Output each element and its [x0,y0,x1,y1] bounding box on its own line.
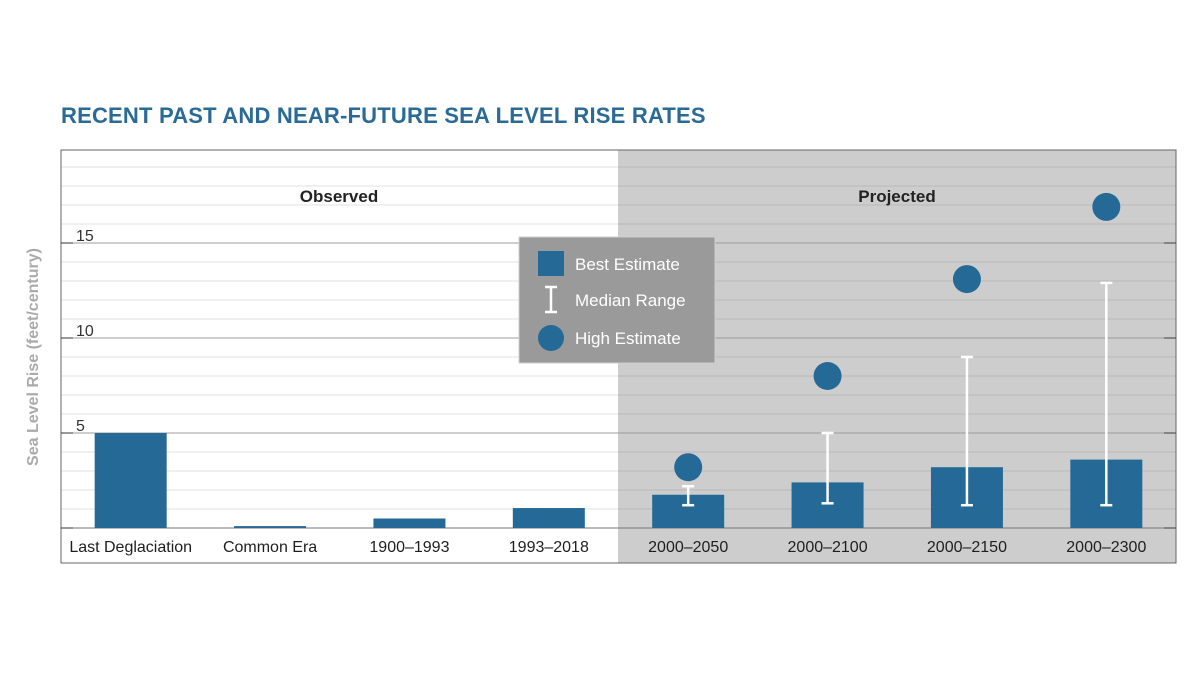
y-axis-ticks: 5 10 15 [61,228,1176,529]
section-label-observed: Observed [300,187,378,206]
x-label-2000-2300: 2000–2300 [1066,539,1146,556]
median-range-2000-2150 [960,355,973,507]
y-tick-label-15: 15 [76,228,94,245]
y-tick-label-5: 5 [76,418,85,435]
median-range-2000-2050 [682,484,695,507]
chart-title: RECENT PAST AND NEAR-FUTURE SEA LEVEL RI… [61,103,706,128]
x-label-1900-1993: 1900–1993 [369,539,449,556]
high-estimate-2000-2100 [813,362,842,390]
plot-frame [60,149,1177,564]
high-estimate-2000-2300 [1092,192,1121,221]
section-label-projected: Projected [858,187,935,206]
legend-label-high-estimate: High Estimate [575,329,681,348]
y-tick-label-10: 10 [76,323,94,340]
high-estimate-2000-2050 [674,453,703,482]
high-estimate-2000-2150 [952,265,981,294]
x-label-1993-2018: 1993–2018 [509,539,589,556]
legend-label-median-range: Median Range [575,291,686,310]
legend-swatch-high-estimate [538,325,564,351]
data-marks [94,192,1143,528]
bar-1900-1993 [373,518,446,528]
x-axis-labels: Last Deglaciation Common Era 1900–1993 1993… [69,539,1146,556]
legend-label-best-estimate: Best Estimate [575,255,680,274]
x-label-common-era: Common Era [223,539,317,556]
legend-swatch-best-estimate [538,251,564,276]
bar-1993-2018 [512,508,585,528]
legend-swatch-median-range [545,285,557,314]
median-range-2000-2100 [821,431,834,505]
bar-common-era [234,526,307,528]
x-label-2000-2100: 2000–2100 [788,539,868,556]
x-label-2000-2150: 2000–2150 [927,539,1007,556]
x-label-last-deglaciation: Last Deglaciation [69,539,192,556]
bar-last-deglaciation [94,433,167,528]
median-range-2000-2300 [1100,281,1113,507]
y-axis-label: Sea Level Rise (feet/century) [25,248,42,466]
x-label-2000-2050: 2000–2050 [648,539,728,556]
legend: Best Estimate Median Range High Estimate [518,236,716,364]
